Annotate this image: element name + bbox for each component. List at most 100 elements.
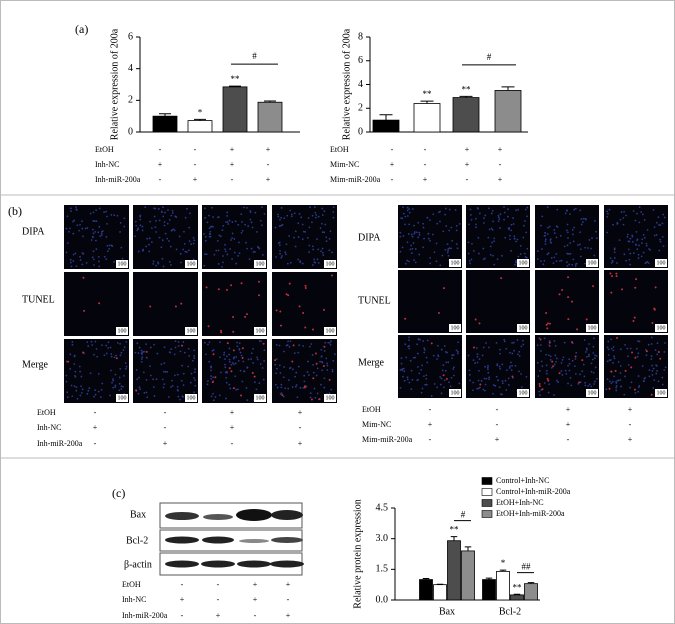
condition-mark: + xyxy=(253,580,258,589)
nucleus xyxy=(161,378,164,381)
nucleus xyxy=(225,381,228,384)
nucleus xyxy=(590,362,593,365)
nucleus xyxy=(322,254,325,257)
nucleus xyxy=(326,369,329,371)
nucleus xyxy=(219,235,222,238)
nucleus xyxy=(321,207,324,210)
nucleus xyxy=(490,227,493,230)
scale-box xyxy=(517,259,529,267)
nucleus xyxy=(575,351,578,354)
nucleus xyxy=(503,340,506,343)
nucleus xyxy=(587,385,590,387)
nucleus xyxy=(105,236,108,238)
nucleus xyxy=(544,232,547,234)
nucleus xyxy=(173,353,176,356)
nucleus xyxy=(226,211,229,214)
condition-mark: + xyxy=(566,420,571,429)
nucleus xyxy=(279,249,281,252)
nucleus xyxy=(408,336,410,339)
nucleus xyxy=(212,376,215,379)
nucleus xyxy=(664,366,667,369)
nucleus xyxy=(182,372,185,375)
apoptotic-cell xyxy=(207,325,210,328)
nucleus xyxy=(328,237,331,240)
nucleus xyxy=(323,377,326,380)
nucleus xyxy=(522,236,525,239)
nucleus xyxy=(188,226,191,229)
nucleus xyxy=(95,348,98,350)
nucleus xyxy=(235,356,238,358)
nucleus xyxy=(515,260,517,262)
nucleus xyxy=(516,353,519,356)
nucleus xyxy=(508,234,511,237)
nucleus xyxy=(155,264,158,267)
nucleus xyxy=(74,370,77,373)
error-bar xyxy=(459,95,473,98)
nucleus xyxy=(76,224,79,227)
nucleus xyxy=(154,226,157,229)
nucleus xyxy=(103,211,105,214)
nucleus xyxy=(79,370,82,373)
scale-box xyxy=(517,324,529,332)
condition-mark: - xyxy=(181,580,184,589)
nucleus xyxy=(585,349,588,351)
nucleus xyxy=(73,385,76,388)
nucleus xyxy=(218,394,221,397)
scale-label: 100 xyxy=(519,325,528,331)
apoptotic-cell xyxy=(567,318,570,321)
nucleus xyxy=(543,382,546,384)
nucleus xyxy=(503,218,505,221)
nucleus xyxy=(613,355,615,358)
nucleus xyxy=(174,340,177,343)
condition-name: Inh-NC xyxy=(122,595,146,604)
apoptotic-cell xyxy=(609,272,612,275)
nucleus xyxy=(312,248,315,251)
nucleus xyxy=(294,385,297,388)
condition-mark: + xyxy=(465,145,470,154)
nucleus xyxy=(224,363,226,366)
apoptotic-cell xyxy=(241,347,244,350)
nucleus xyxy=(263,360,266,362)
nucleus xyxy=(316,238,318,241)
nucleus xyxy=(194,368,196,370)
nucleus xyxy=(287,387,290,390)
condition-mark: - xyxy=(429,435,432,444)
nucleus xyxy=(311,221,313,224)
nucleus xyxy=(572,258,575,261)
nucleus xyxy=(661,383,664,386)
condition-mark: - xyxy=(567,435,570,444)
nucleus xyxy=(555,361,557,363)
nucleus xyxy=(646,260,649,263)
nucleus xyxy=(234,375,237,378)
nucleus xyxy=(483,377,486,380)
nucleus xyxy=(94,230,97,233)
micrograph xyxy=(466,335,530,398)
nucleus xyxy=(422,246,425,249)
nucleus xyxy=(146,396,149,399)
apoptotic-cell xyxy=(581,359,584,362)
nucleus xyxy=(249,211,252,213)
nucleus xyxy=(477,236,480,239)
nucleus xyxy=(174,346,177,349)
nucleus xyxy=(402,206,404,209)
nucleus xyxy=(293,352,296,355)
nucleus xyxy=(70,207,72,210)
nucleus xyxy=(609,257,612,260)
nucleus xyxy=(96,355,99,358)
nucleus xyxy=(454,209,457,211)
nucleus xyxy=(307,360,309,363)
micrograph xyxy=(133,205,198,269)
nucleus xyxy=(478,358,481,361)
nucleus xyxy=(498,218,501,221)
condition-mark: - xyxy=(194,160,197,169)
micrograph xyxy=(202,339,267,403)
nucleus xyxy=(73,363,76,365)
nucleus xyxy=(332,216,335,219)
nucleus xyxy=(166,222,169,225)
nucleus xyxy=(452,354,455,356)
nucleus xyxy=(499,227,501,229)
nucleus xyxy=(565,209,568,212)
nucleus xyxy=(239,369,242,372)
nucleus xyxy=(593,220,596,222)
nucleus xyxy=(617,361,620,363)
